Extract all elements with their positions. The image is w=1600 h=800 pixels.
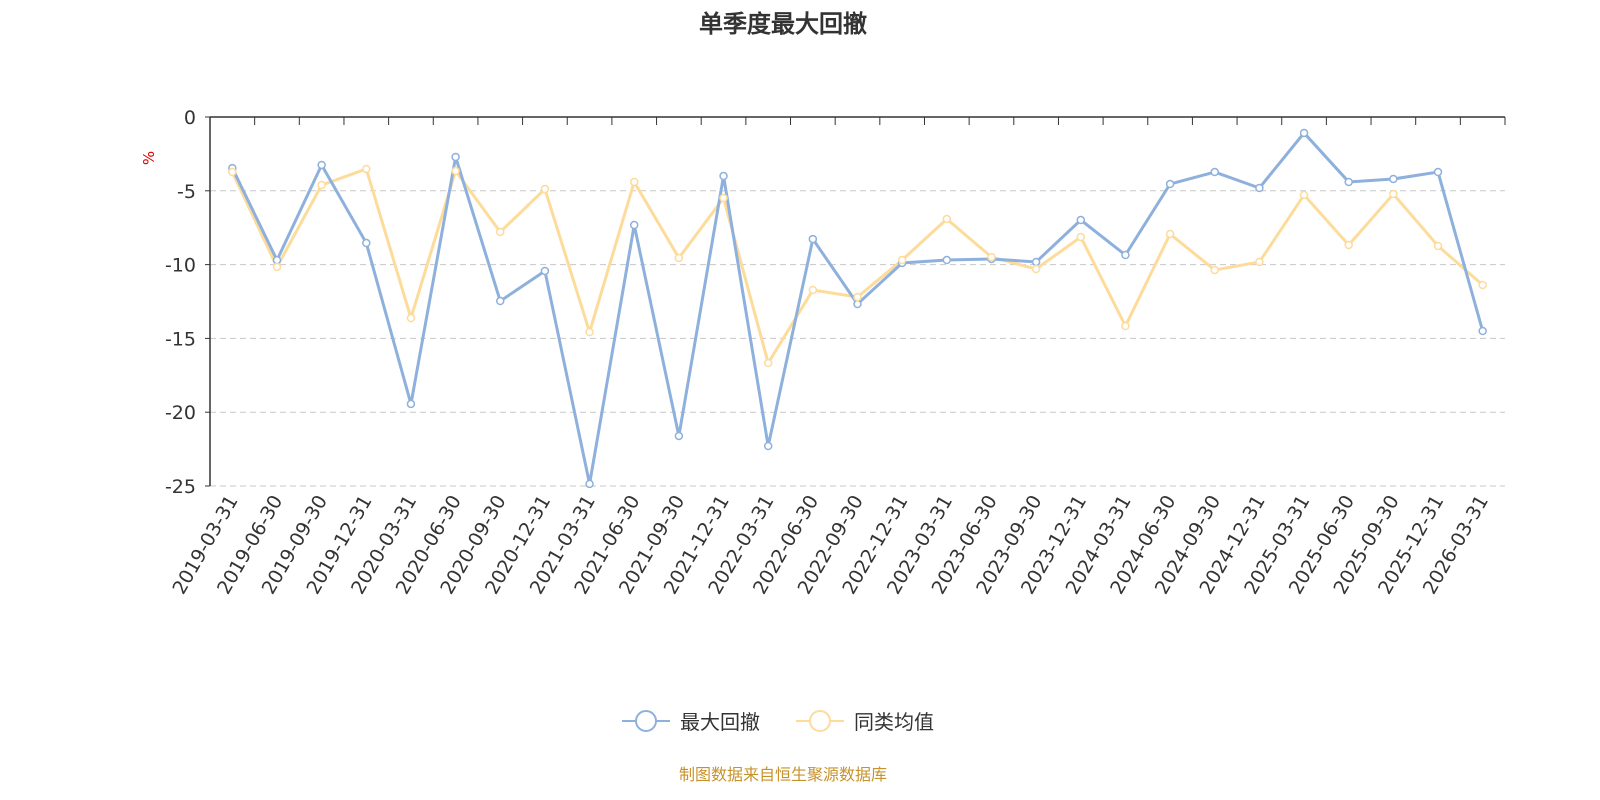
series-line [230,167,1484,367]
legend-marker [635,710,657,732]
data-point [1344,240,1353,250]
data-point [853,299,862,309]
data-point [629,220,639,230]
data-point [1433,167,1443,177]
data-point [719,193,728,203]
data-point [540,266,550,276]
data-point [317,160,326,170]
y-axis-label: % [140,151,158,165]
data-point [585,327,594,337]
data-point [540,184,550,194]
data-point [808,234,818,244]
data-point [228,167,237,177]
data-point [719,171,728,181]
data-point [317,180,326,190]
legend-label: 最大回撤 [680,710,760,734]
data-point [1478,326,1487,336]
data-point [362,238,371,248]
data-point [1210,265,1219,275]
data-point [1121,321,1130,331]
data-point [763,358,773,368]
data-point [1389,189,1398,199]
data-point [406,399,416,409]
legend-marker [809,710,831,732]
y-tick-label: 0 [184,107,196,129]
data-point [272,255,282,265]
y-tick-label: -25 [165,476,196,498]
data-point [853,292,862,302]
data-point [1031,257,1041,267]
data-point [942,255,952,265]
data-point [1076,215,1086,225]
data-point [362,164,371,174]
data-point [1299,128,1309,138]
data-point [674,253,684,263]
data-point [1210,167,1219,177]
legend-label: 同类均值 [854,710,934,734]
data-point [496,227,505,237]
data-point [674,431,684,441]
series-line [230,130,1485,485]
data-point [1165,229,1175,239]
data-point [451,152,460,162]
source-footer: 制图数据来自恒生聚源数据库 [679,765,887,784]
data-point [1433,241,1443,251]
data-point [1121,250,1130,260]
data-point [1478,280,1487,290]
data-point [763,441,773,451]
data-point [1255,257,1264,267]
chart-title: 单季度最大回撤 [699,10,867,38]
data-point [451,166,460,176]
data-point [1344,177,1353,187]
data-point [897,255,907,265]
data-point [585,479,594,489]
data-point [629,177,639,187]
data-point [1076,232,1086,242]
data-point [496,296,505,306]
data-point [1165,179,1175,189]
data-point [1031,264,1041,274]
data-point [942,214,952,224]
y-tick-label: -10 [165,255,196,277]
data-point [987,252,996,262]
y-tick-label: -15 [165,328,196,350]
data-point [1255,183,1264,193]
data-point [1299,190,1309,200]
y-tick-label: -20 [165,402,196,424]
data-point [808,285,818,295]
data-point [406,313,416,323]
data-point [1389,174,1398,184]
data-point [272,262,282,272]
y-tick-label: -5 [177,181,196,203]
